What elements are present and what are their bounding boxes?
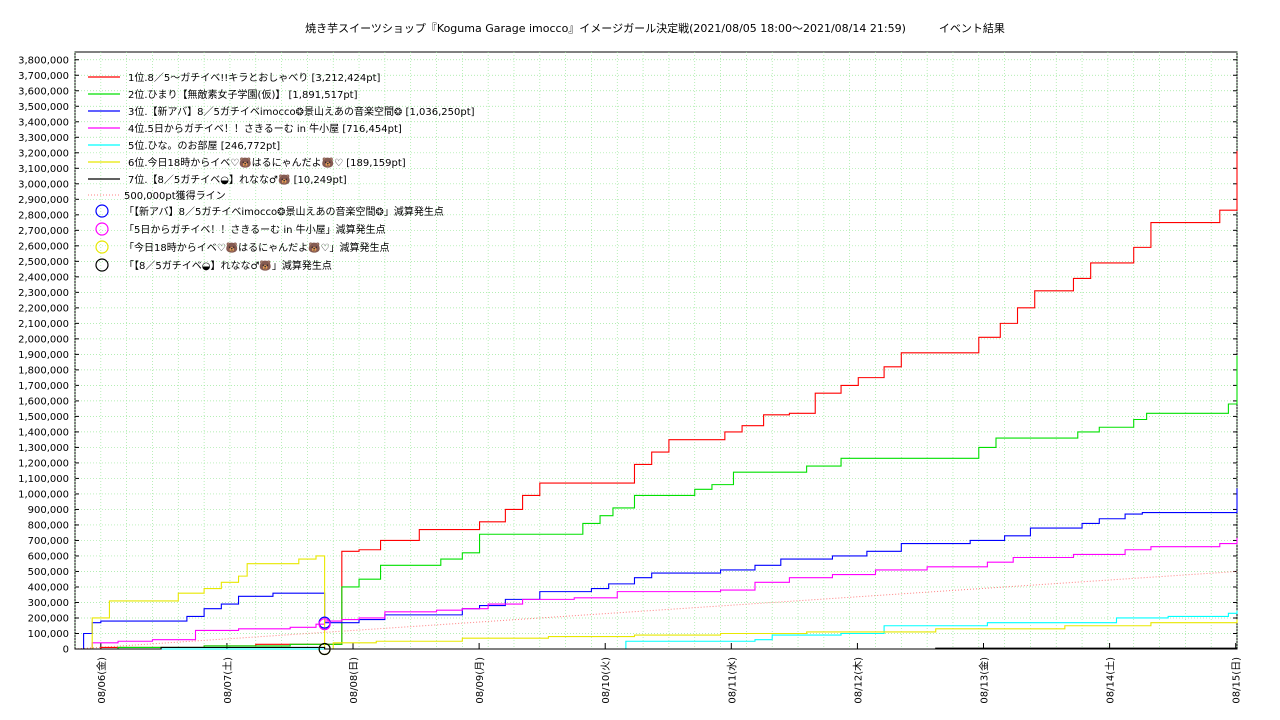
x-tick-label: 08/13(金) xyxy=(978,657,991,704)
y-tick-label: 1,600,000 xyxy=(18,396,69,407)
y-tick-label: 1,300,000 xyxy=(18,443,69,454)
legend-label: 「【新アバ】8／5ガチイベimocco❂景山えあの音楽空間❂」減算発生点 xyxy=(124,205,444,218)
series-line-2 xyxy=(75,355,1238,650)
y-tick-label: 600,000 xyxy=(28,551,69,562)
legend-marker xyxy=(95,204,109,218)
legend-label: 7位.【8／5ガチイベ◒】れなな♂🐻 [10,249pt] xyxy=(128,173,347,186)
legend-label: 2位.ひまり【無敵素女子学園(仮)】 [1,891,517pt] xyxy=(128,88,358,101)
y-tick-label: 3,200,000 xyxy=(18,148,69,159)
series-line-4 xyxy=(75,537,1238,650)
legend-label: 1位.8／5〜ガチイベ!!キラとおしゃべり [3,212,424pt] xyxy=(128,71,381,84)
marker-point-2 xyxy=(318,618,331,631)
y-tick-label: 2,300,000 xyxy=(18,288,69,299)
x-tick-label: 08/11(水) xyxy=(726,657,738,704)
marker-point-4 xyxy=(318,642,331,656)
y-tick-label: 2,000,000 xyxy=(18,334,69,345)
y-tick-label: 1,800,000 xyxy=(18,365,69,376)
series-line-7 xyxy=(75,646,1238,650)
legend-label: 3位.【新アバ】8／5ガチイベimocco❂景山えあの音楽空間❂ [1,036,… xyxy=(128,105,475,118)
y-tick-label: 1,200,000 xyxy=(18,458,69,469)
y-tick-label: 2,600,000 xyxy=(18,241,69,252)
reference-line xyxy=(74,570,1238,650)
series-line-3 xyxy=(75,488,1238,650)
legend-label: 5位.ひな。のお部屋 [246,772pt] xyxy=(128,139,280,152)
y-tick-label: 700,000 xyxy=(28,536,69,547)
y-tick-label: 2,100,000 xyxy=(18,319,69,330)
y-tick-label: 3,800,000 xyxy=(18,55,69,66)
y-tick-label: 2,700,000 xyxy=(18,226,69,237)
chart-title: 焼き芋スイーツショップ『Koguma Garage imocco』イメージガール… xyxy=(305,22,1005,35)
y-tick-label: 1,400,000 xyxy=(18,427,69,438)
y-tick-label: 3,700,000 xyxy=(18,71,69,82)
x-tick-label: 08/06(金) xyxy=(95,657,108,704)
series-line-5 xyxy=(75,610,1238,650)
legend-label: 6位.今日18時からイベ♡🐻はるにゃんだよ🐻♡ [189,159pt] xyxy=(128,156,406,169)
x-tick-label: 08/07(土) xyxy=(221,657,234,704)
y-tick-label: 300,000 xyxy=(28,598,69,609)
y-tick-label: 1,700,000 xyxy=(18,381,69,392)
y-tick-label: 3,000,000 xyxy=(18,179,69,190)
x-tick-label: 08/09(月) xyxy=(474,657,486,704)
y-tick-label: 2,200,000 xyxy=(18,303,69,314)
legend-marker xyxy=(95,258,109,272)
legend-label: 500,000pt獲得ライン xyxy=(124,189,226,202)
y-tick-label: 1,000,000 xyxy=(18,489,69,500)
y-tick-label: 1,100,000 xyxy=(18,474,69,485)
legend-label: 4位.5日からガチイベ！！さきるーむ in 牛小屋 [716,454pt] xyxy=(128,122,402,135)
y-tick-label: 3,600,000 xyxy=(18,86,69,97)
y-tick-label: 2,900,000 xyxy=(18,195,69,206)
y-tick-label: 3,300,000 xyxy=(18,133,69,144)
y-tick-label: 500,000 xyxy=(28,567,69,578)
legend-label: 「5日からガチイベ！！さきるーむ in 牛小屋」減算発生点 xyxy=(124,223,386,236)
legend-label: 「今日18時からイベ♡🐻はるにゃんだよ🐻♡」減算発生点 xyxy=(124,241,390,254)
x-tick-label: 08/14(土) xyxy=(1104,657,1117,704)
y-tick-label: 2,800,000 xyxy=(18,210,69,221)
legend-marker xyxy=(95,222,109,236)
y-tick-label: 2,400,000 xyxy=(18,272,69,283)
y-tick-label: 900,000 xyxy=(28,505,69,516)
y-tick-label: 400,000 xyxy=(28,582,69,593)
y-tick-label: 3,400,000 xyxy=(18,117,69,128)
y-tick-label: 3,500,000 xyxy=(18,102,69,113)
y-tick-label: 800,000 xyxy=(28,520,69,531)
x-tick-label: 08/10(火) xyxy=(600,657,612,704)
x-tick-label: 08/12(木) xyxy=(852,657,864,704)
y-tick-label: 2,500,000 xyxy=(18,257,69,268)
series-line-1 xyxy=(75,150,1238,650)
legend-label: 「【8／5ガチイベ◒】れなな♂🐻」減算発生点 xyxy=(124,259,332,272)
x-tick-label: 08/08(日) xyxy=(349,657,360,704)
y-tick-label: 200,000 xyxy=(28,613,69,624)
legend-marker xyxy=(95,240,109,254)
y-tick-label: 1,900,000 xyxy=(18,350,69,361)
x-tick-label: 08/15(日) xyxy=(1232,657,1243,704)
y-tick-label: 0 xyxy=(63,645,69,656)
y-tick-label: 1,500,000 xyxy=(18,412,69,423)
y-tick-label: 3,100,000 xyxy=(18,164,69,175)
y-tick-label: 100,000 xyxy=(28,629,69,640)
